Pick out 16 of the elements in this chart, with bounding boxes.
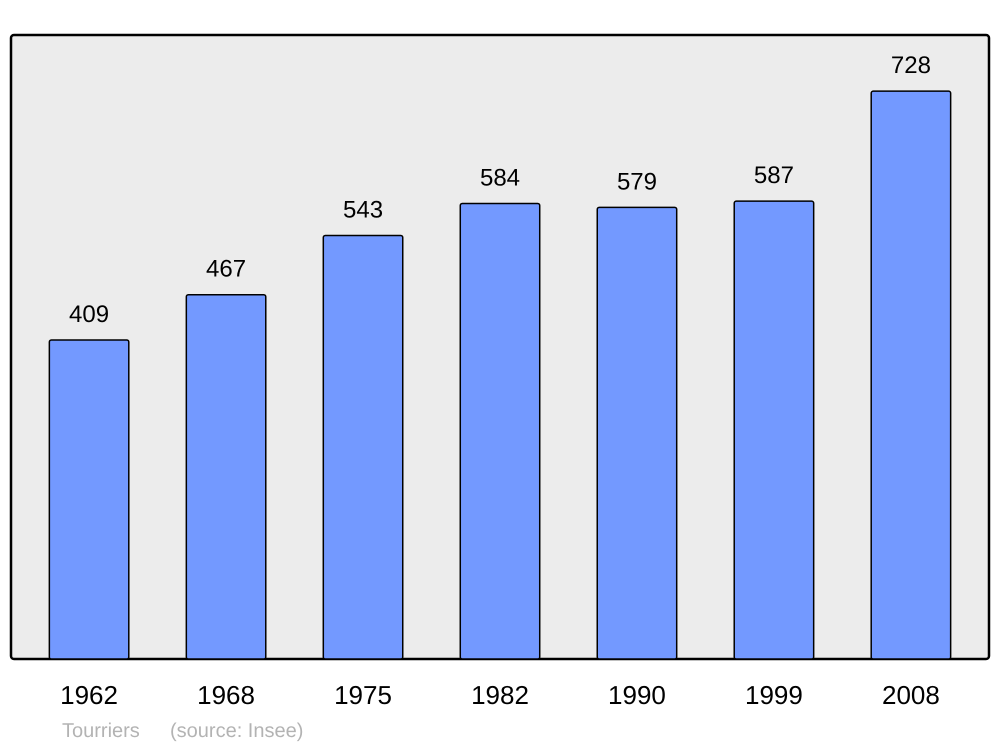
data-label: 728 bbox=[890, 52, 931, 80]
x-tick-label: 1962 bbox=[60, 680, 118, 710]
data-label: 467 bbox=[206, 256, 246, 283]
x-tick-label: 2008 bbox=[882, 680, 940, 710]
data-label: 543 bbox=[343, 196, 384, 224]
text: (source: Insee) bbox=[170, 720, 304, 742]
x-tick-label: 1968 bbox=[197, 680, 255, 710]
x-tick-label: 1982 bbox=[471, 680, 529, 710]
x-tick-label: 1990 bbox=[608, 680, 666, 710]
data-label: 584 bbox=[480, 164, 520, 192]
x-tick-label: 1975 bbox=[334, 680, 392, 710]
text: Tourriers bbox=[62, 720, 140, 742]
data-label: 587 bbox=[754, 162, 794, 190]
data-label: 579 bbox=[616, 168, 657, 196]
data-label: 409 bbox=[69, 300, 110, 328]
x-tick-label: 1999 bbox=[745, 680, 803, 710]
